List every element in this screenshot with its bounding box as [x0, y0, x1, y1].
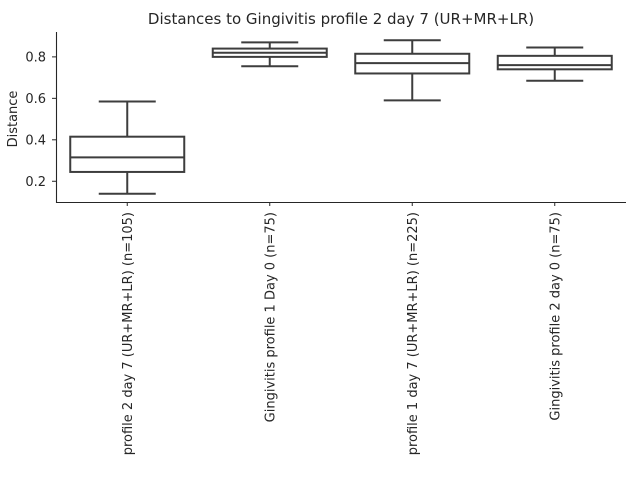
y-tick-label: 0.6	[25, 92, 46, 107]
x-tick-label: Gingivitis profile 2 day 0 (n=75)	[548, 212, 563, 421]
x-tick-label: Gingivitis profile 1 Day 0 (n=75)	[263, 212, 278, 422]
y-tick-label: 0.4	[25, 133, 46, 148]
x-ticks: profile 2 day 7 (UR+MR+LR) (n=105) Gingiv…	[121, 202, 563, 455]
box-group	[354, 39, 471, 102]
y-tick-label: 0.2	[25, 175, 46, 190]
y-ticks: 0.2 0.4 0.6 0.8	[25, 50, 56, 190]
y-axis-title: Distance	[6, 91, 21, 148]
box-iqr	[69, 135, 186, 173]
box-iqr	[496, 54, 613, 71]
box-group	[211, 41, 328, 68]
x-tick-label: profile 2 day 7 (UR+MR+LR) (n=105)	[121, 212, 136, 455]
y-tick-label: 0.8	[25, 50, 46, 65]
boxes	[69, 39, 613, 195]
box-group	[496, 46, 613, 82]
chart-title: Distances to Gingivitis profile 2 day 7 …	[148, 10, 534, 28]
x-tick-label: profile 1 day 7 (UR+MR+LR) (n=225)	[406, 212, 421, 455]
box-group	[69, 100, 186, 195]
